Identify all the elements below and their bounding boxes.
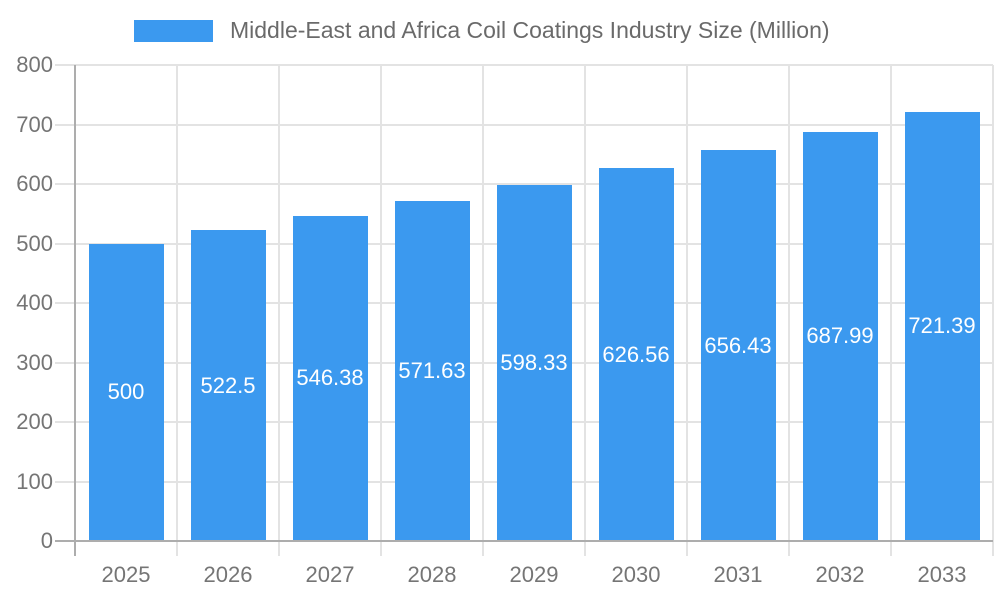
bar[interactable] (904, 111, 980, 541)
gridline-horizontal (55, 183, 993, 185)
bar[interactable] (802, 131, 878, 541)
gridline-vertical (278, 65, 280, 556)
gridline-vertical (380, 65, 382, 556)
legend-swatch (134, 19, 213, 42)
bar[interactable] (190, 230, 266, 541)
y-axis-tick-label: 800 (16, 52, 53, 77)
y-axis-tick-label: 400 (16, 290, 53, 315)
y-axis-tick-label: 100 (16, 468, 53, 494)
gridline-vertical (890, 65, 892, 556)
bar-value-label: 721.39 (908, 313, 976, 339)
bar-value-label: 598.33 (500, 349, 568, 375)
bar[interactable] (88, 243, 164, 541)
gridline-vertical (176, 65, 178, 556)
bar[interactable] (496, 184, 572, 541)
gridline-vertical (788, 65, 790, 556)
y-axis-tick-label: 700 (16, 111, 53, 137)
y-axis-tick-label: 600 (16, 171, 53, 196)
bar-value-label: 522.5 (200, 372, 256, 398)
bar-value-label: 687.99 (806, 323, 874, 349)
gridline-horizontal (55, 64, 993, 66)
y-axis-tick-label: 200 (16, 409, 53, 434)
x-axis-tick-label: 2033 (917, 562, 967, 587)
bar[interactable] (292, 215, 368, 541)
x-axis-tick-label: 2032 (815, 562, 865, 587)
gridline-horizontal (55, 123, 993, 126)
x-axis-tick-label: 2031 (713, 562, 763, 587)
bar-value-label: 626.56 (602, 341, 670, 367)
legend-item[interactable]: Middle-East and Africa Coil Coatings Ind… (134, 17, 830, 44)
x-axis-line (55, 540, 993, 542)
bar[interactable] (598, 168, 674, 541)
chart-title: Middle-East and Africa Coil Coatings Ind… (230, 17, 830, 43)
bar-value-label: 571.63 (398, 357, 466, 383)
bar-value-label: 500 (107, 379, 145, 405)
x-axis-tick-label: 2026 (203, 562, 253, 587)
bar-value-label: 546.38 (296, 365, 364, 391)
gridline-vertical (584, 65, 586, 556)
x-axis-tick-label: 2025 (101, 562, 151, 587)
bar[interactable] (700, 150, 776, 541)
x-axis-tick-label: 2029 (509, 562, 559, 587)
y-axis-tick-label: 0 (40, 528, 53, 553)
gridline-vertical (686, 65, 688, 556)
x-axis-tick-label: 2027 (305, 562, 355, 587)
bar[interactable] (394, 200, 470, 541)
y-axis-tick-label: 300 (16, 349, 53, 375)
y-axis-tick-label: 500 (16, 230, 53, 256)
x-axis-tick-label: 2030 (611, 562, 661, 587)
gridline-vertical (992, 65, 994, 556)
gridline-vertical (482, 65, 484, 556)
y-axis-line (74, 65, 76, 556)
bar-value-label: 656.43 (704, 332, 772, 358)
x-axis-tick-label: 2028 (407, 562, 457, 587)
